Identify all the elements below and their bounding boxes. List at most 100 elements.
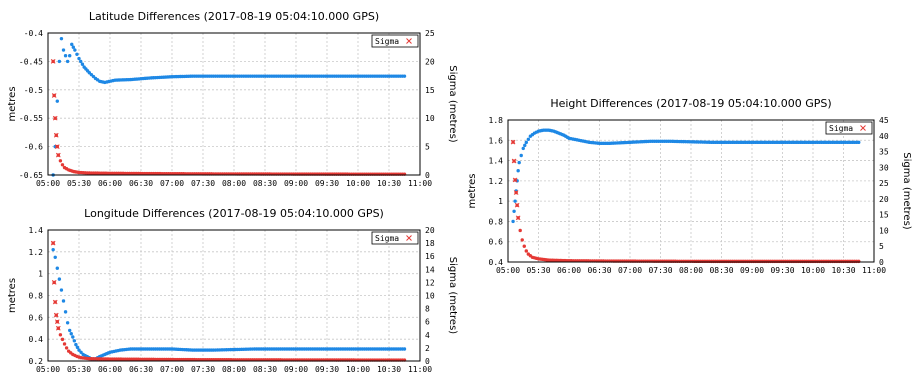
y2-tick-label: 25 [879,179,889,188]
data-point [72,339,77,343]
y2-tick-label: 35 [879,148,889,157]
data-point [79,59,83,64]
legend-marker [406,235,412,241]
data-point [55,325,61,331]
data-point [70,42,74,47]
x-tick-label: 07:30 [648,266,672,275]
y2-tick-label: 12 [425,278,435,287]
data-point [52,299,58,305]
data-point [74,342,78,347]
y2-tick-label: 16 [425,252,435,261]
y2-tick-label: 5 [879,242,884,251]
x-tick-label: 05:30 [67,365,91,374]
legend: Sigma [371,34,419,48]
x-tick-label: 10:00 [346,179,370,188]
data-point [61,48,66,52]
chart-title: Latitude Differences (2017-08-19 05:04:1… [89,10,379,23]
x-tick-label: 10:30 [377,179,401,188]
data-point [524,140,528,145]
y-tick-label: 1.4 [29,226,44,235]
series-0 [51,36,407,177]
y-tick-label: -0.45 [19,57,43,66]
data-point [512,209,516,213]
y-tick-label: -0.6 [24,143,43,152]
longitude-chart: Longitude Differences (2017-08-19 05:04:… [7,207,458,374]
y-tick-label: 0.4 [489,258,504,267]
legend-label: Sigma [375,234,399,243]
plot-frame [47,229,421,362]
data-point [513,190,519,195]
y-tick-label: 0.2 [29,357,44,366]
legend: Sigma [371,231,419,245]
data-point [51,280,57,285]
data-point [54,144,60,149]
x-tick-label: 05:30 [67,179,91,188]
x-tick-label: 06:00 [98,365,122,374]
y-tick-label: 1.2 [489,177,504,186]
data-point [68,54,72,58]
legend-marker [860,125,866,131]
y-axis-label: metres [7,278,18,313]
x-tick-label: 09:30 [315,179,339,188]
x-tick-label: 11:00 [862,266,886,275]
y2-tick-label: 0 [879,258,884,267]
x-tick-label: 07:00 [160,365,184,374]
y2-axis-label: Sigma (metres) [901,152,912,229]
x-tick-label: 07:30 [191,179,215,188]
y-axis-label: metres [7,86,18,121]
x-tick-label: 09:30 [315,365,339,374]
x-tick-label: 09:00 [284,365,308,374]
data-point [80,62,85,66]
data-point [402,74,407,78]
x-tick-label: 10:30 [831,266,855,275]
y-tick-label: 0.6 [489,238,504,247]
data-point [63,310,68,314]
data-point [55,152,61,158]
legend-label: Sigma [829,124,853,133]
data-point [73,48,77,52]
data-point [54,319,60,325]
data-point [53,132,59,138]
y2-tick-label: 25 [425,29,435,38]
legend-marker [406,38,412,44]
data-point [69,332,73,336]
data-point [57,277,62,281]
data-point [65,321,70,325]
y2-tick-label: 10 [425,292,435,301]
x-tick-label: 08:30 [709,266,733,275]
series-0 [51,247,407,361]
data-point [60,337,65,342]
y2-tick-label: 20 [425,57,435,66]
data-point [522,244,526,248]
x-tick-label: 08:30 [253,179,277,188]
data-point [68,328,72,333]
y-tick-label: 0.4 [29,335,44,344]
data-point [511,219,515,224]
y2-tick-label: 45 [879,116,889,125]
x-tick-label: 06:30 [587,266,611,275]
x-tick-label: 10:30 [377,365,401,374]
y-axis-label: metres [467,173,478,208]
data-point [512,177,518,183]
y-tick-label: -0.55 [19,114,43,123]
series-1 [510,139,861,264]
y2-tick-label: 10 [879,226,889,235]
x-tick-label: 06:00 [98,179,122,188]
data-point [77,56,81,61]
y2-tick-label: 4 [425,331,430,340]
data-point [510,139,516,145]
y2-tick-label: 15 [425,86,435,95]
x-tick-label: 06:30 [129,365,153,374]
plot-frame [507,119,875,263]
data-point [516,169,520,173]
data-point [62,342,67,346]
y-tick-label: 0.8 [29,292,44,301]
data-point [857,140,861,145]
data-point [71,45,76,49]
series-1 [50,240,407,362]
data-point [515,215,521,221]
x-tick-label: 07:30 [191,365,215,374]
data-point [55,266,59,270]
y2-tick-label: 30 [879,163,889,172]
